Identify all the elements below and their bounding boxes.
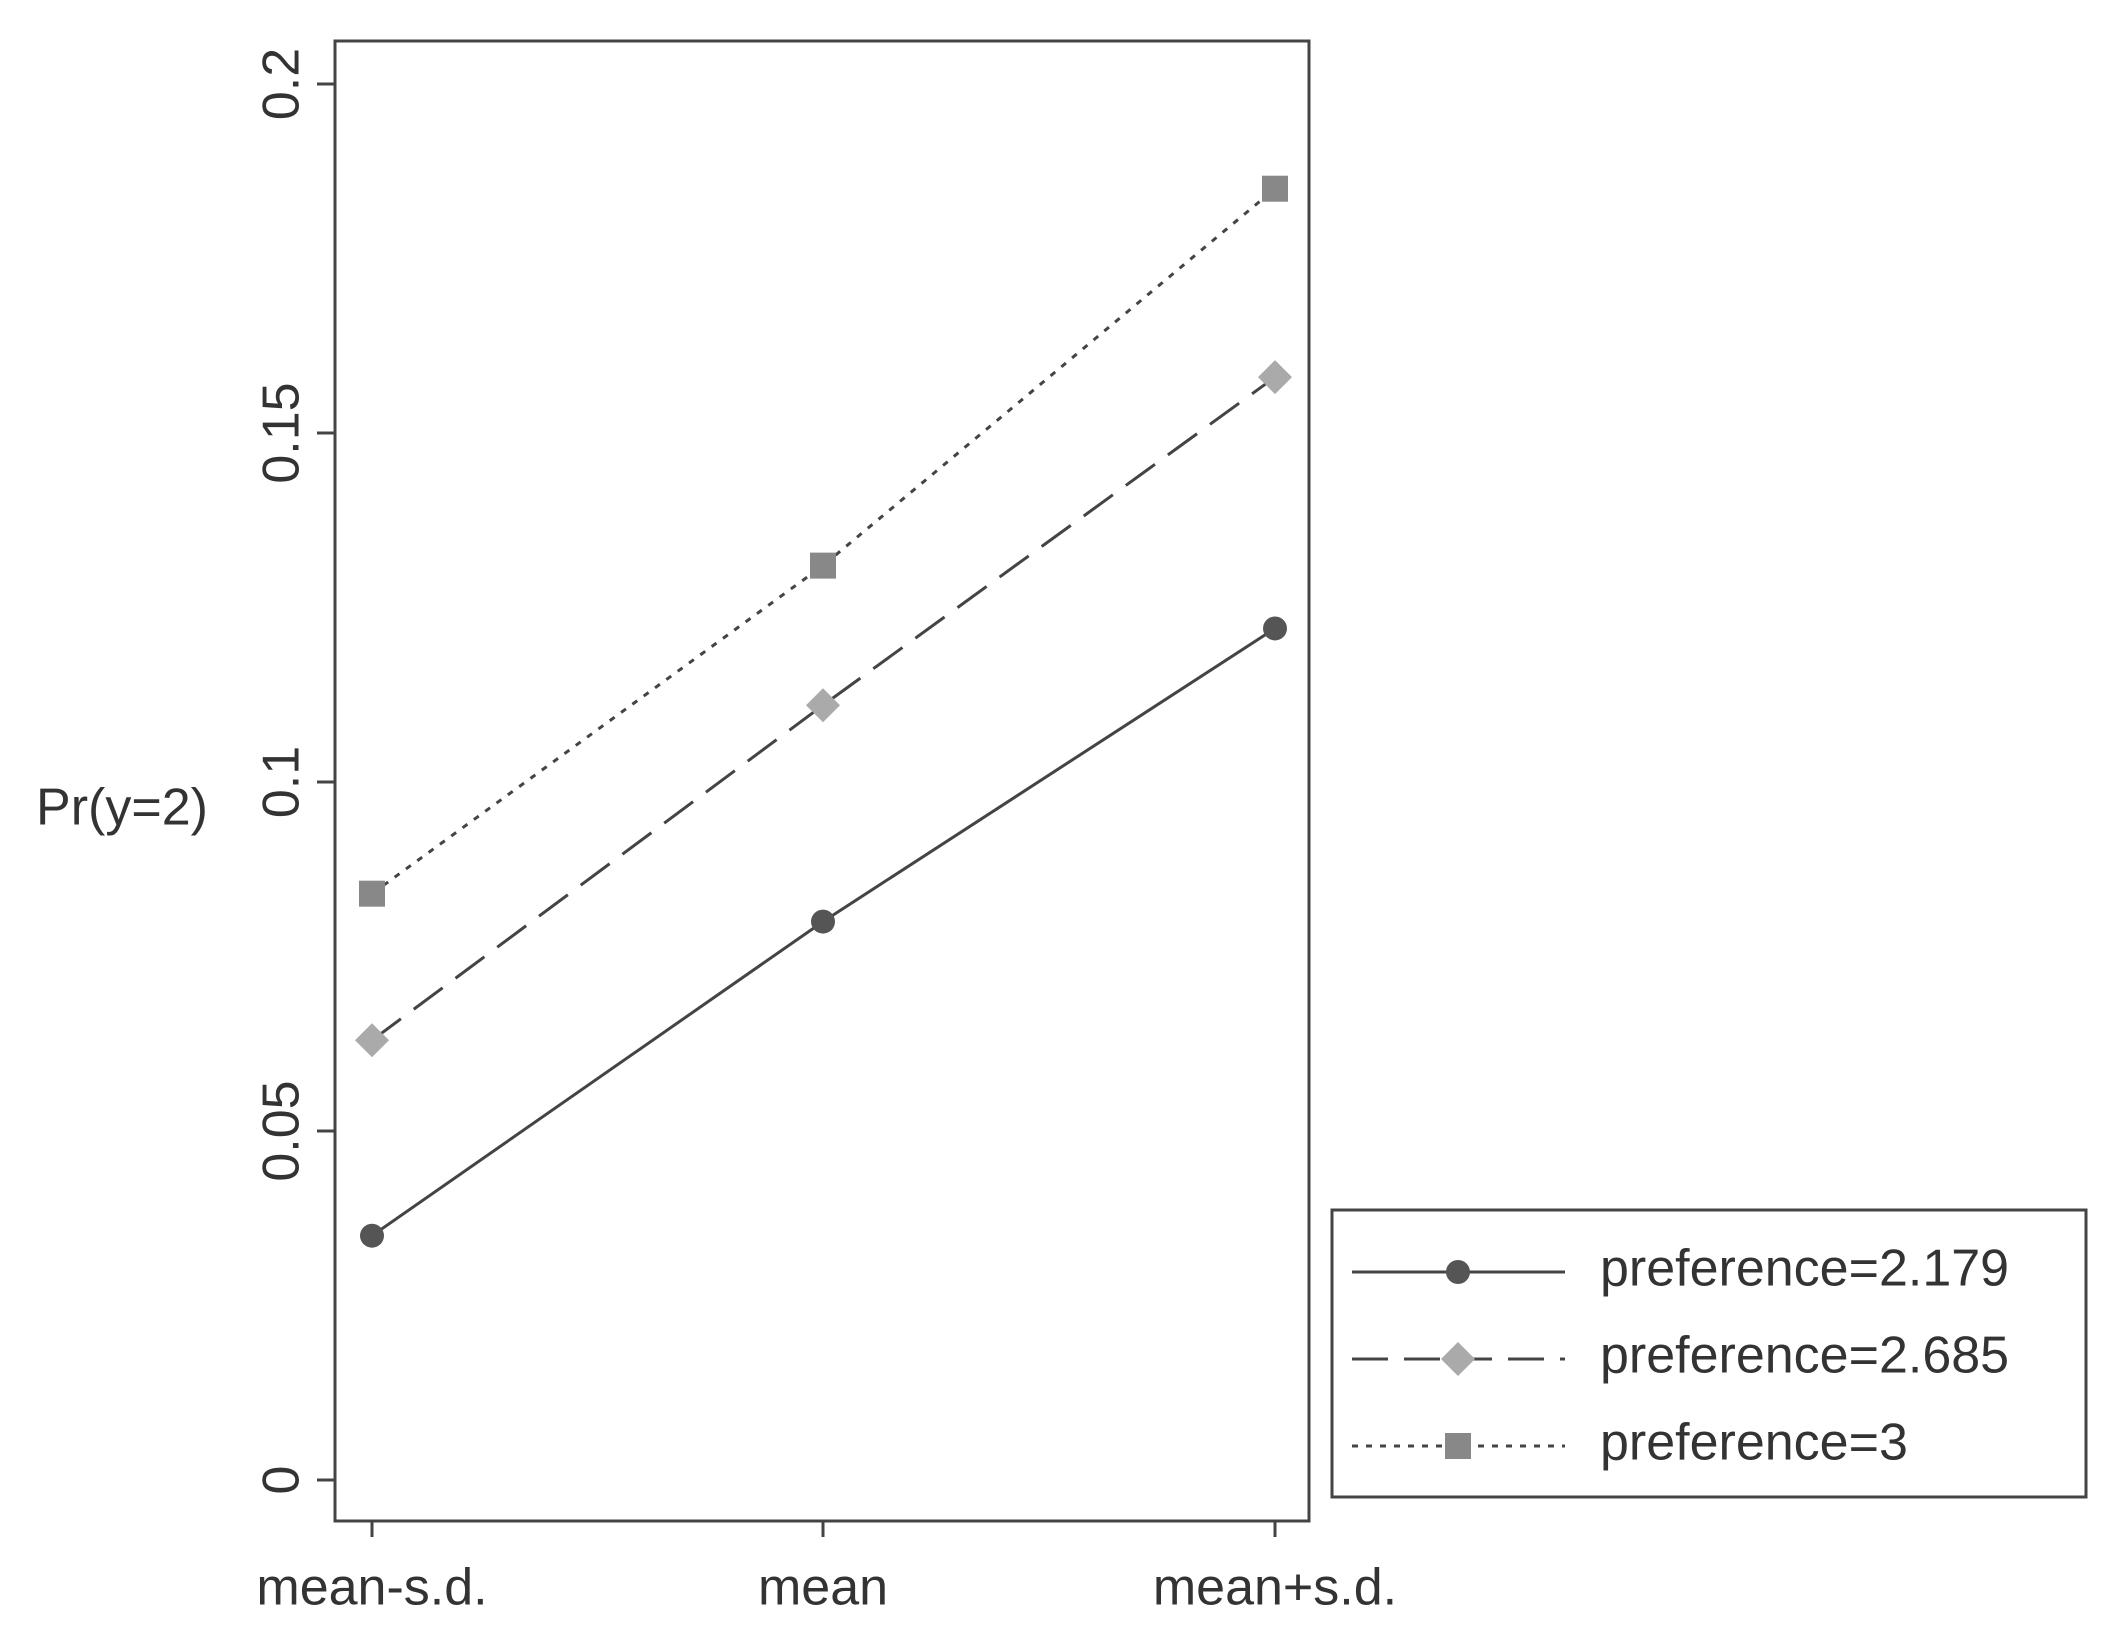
legend-label: preference=2.179: [1600, 1240, 2009, 1298]
marker: [806, 688, 840, 723]
x-tick-label: mean+s.d.: [1153, 1559, 1397, 1617]
y-tick-label: 0.15: [253, 382, 311, 483]
marker: [811, 909, 835, 934]
legend-label: preference=2.685: [1600, 1327, 2009, 1385]
marker: [1258, 360, 1292, 395]
y-tick-label: 0.05: [253, 1080, 311, 1181]
series-line: [371, 375, 1276, 1042]
legend-label: preference=3: [1600, 1414, 1908, 1472]
marker: [360, 1223, 384, 1248]
y-tick-label: 0.1: [253, 746, 311, 818]
x-tick-label: mean: [758, 1559, 888, 1617]
marker: [1262, 175, 1288, 202]
x-tick-label: mean-s.d.: [256, 1559, 487, 1617]
marker: [355, 1023, 389, 1058]
marker: [1445, 1433, 1471, 1459]
y-axis-label: Pr(y=2): [36, 779, 208, 837]
marker: [1446, 1260, 1470, 1284]
marker: [1441, 1342, 1475, 1376]
plot-frame: [333, 39, 1311, 1523]
marker: [810, 552, 836, 579]
y-tick-label: 0: [253, 1466, 311, 1495]
series-line: [371, 187, 1276, 895]
marker: [1263, 616, 1287, 641]
marker: [359, 880, 385, 907]
y-tick-label: 0.2: [253, 48, 311, 120]
